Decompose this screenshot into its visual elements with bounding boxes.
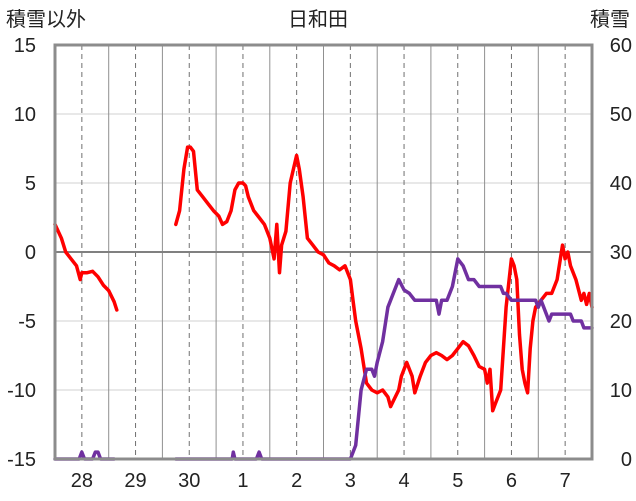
x-tick-label: 30 [178, 470, 200, 492]
left-axis-ticks: 15 10 5 0 -5 -10 -15 [7, 35, 36, 471]
x-tick-label: 2 [291, 470, 302, 492]
series-line-temperature [53, 222, 119, 312]
right-tick-label: 0 [621, 449, 632, 471]
series-line-temperature [174, 145, 594, 413]
plot-frame [53, 43, 594, 461]
x-tick-label: 6 [506, 470, 517, 492]
x-tick-label: 3 [345, 470, 356, 492]
right-axis-ticks: 60 50 40 30 20 10 0 [610, 35, 632, 471]
x-tick-label: 1 [237, 470, 248, 492]
x-tick-label: 29 [124, 470, 146, 492]
x-tick-label: 5 [452, 470, 463, 492]
left-tick-label: 0 [25, 242, 36, 264]
left-tick-label: -10 [7, 380, 36, 402]
left-axis-label: 積雪以外 [6, 8, 86, 31]
left-tick-label: 15 [14, 35, 36, 57]
right-axis-label: 積雪 [590, 8, 630, 31]
left-tick-label: -5 [18, 311, 36, 333]
left-tick-label: 5 [25, 173, 36, 195]
right-tick-label: 30 [610, 242, 632, 264]
right-tick-label: 40 [610, 173, 632, 195]
x-tick-label: 4 [398, 470, 409, 492]
left-tick-label: 10 [14, 104, 36, 126]
right-tick-label: 60 [610, 35, 632, 57]
right-tick-label: 10 [610, 380, 632, 402]
right-tick-label: 50 [610, 104, 632, 126]
chart-title: 日和田 [288, 8, 348, 31]
left-tick-label: -15 [7, 449, 36, 471]
x-tick-label: 28 [71, 470, 93, 492]
x-axis-ticks: 28 29 30 1 2 3 4 5 6 7 [71, 470, 571, 492]
right-tick-label: 20 [610, 311, 632, 333]
x-tick-label: 7 [560, 470, 571, 492]
